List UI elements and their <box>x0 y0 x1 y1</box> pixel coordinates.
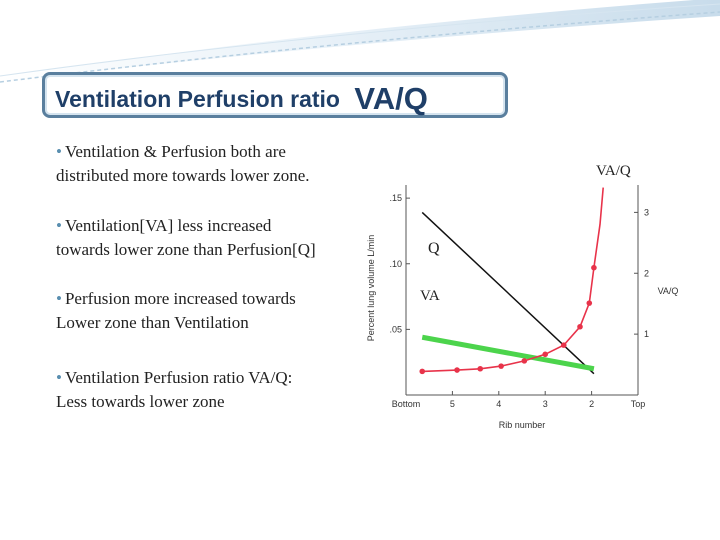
bullet-1: • Ventilation & Perfusion both are distri… <box>56 140 310 188</box>
perfusion-point <box>591 264 597 271</box>
bullet-1-line-2: distributed more towards lower zone. <box>56 166 310 185</box>
title-box <box>42 72 508 118</box>
chart-marks: Bottom 5 4 3 2 Top .05 .10 .15 1 2 3 <box>389 187 649 409</box>
bullet-4-line-1: Ventilation Perfusion ratio VA/Q: <box>64 368 293 387</box>
bullet-3-line-2: Lower zone than Ventilation <box>56 313 249 332</box>
bullet-2-line-2: towards lower zone than Perfusion[Q] <box>56 240 316 259</box>
bullet-1-line-1: Ventilation & Perfusion both are <box>64 142 286 161</box>
x-tick-label: 5 <box>450 399 455 409</box>
y-right-tick-label: 1 <box>644 329 649 339</box>
slide-title-text: Ventilation Perfusion ratio <box>55 86 340 112</box>
bullet-dot: • <box>56 289 62 308</box>
perfusion-point <box>521 358 528 364</box>
ventilation-line <box>421 334 595 372</box>
perfusion-point <box>454 367 460 373</box>
y-right-tick-label: 2 <box>644 268 649 278</box>
y-left-tick-label: .05 <box>389 324 402 334</box>
x-tick-label: 2 <box>589 399 594 409</box>
y-left-tick-label: .10 <box>389 259 402 269</box>
perfusion-point <box>577 323 583 330</box>
x-tick-label: 3 <box>543 399 548 409</box>
perfusion-point <box>498 363 504 369</box>
perfusion-point <box>477 365 484 372</box>
bullet-dot: • <box>56 142 62 161</box>
x-tick-label: Bottom <box>392 399 421 409</box>
y-axis-label: Percent lung volume L/min <box>366 235 376 342</box>
perfusion-point <box>560 342 567 348</box>
bullet-2: • Ventilation[VA] less increased towards … <box>56 214 316 262</box>
bullet-dot: • <box>56 216 62 235</box>
y-right-tick-label: 3 <box>644 207 649 217</box>
chart-background <box>358 160 682 432</box>
y-left-tick-label: .15 <box>389 193 402 203</box>
slide-title-formula: VA/Q <box>354 81 428 116</box>
right-axis-label: VA/Q <box>658 286 679 296</box>
bullet-2-line-1: Ventilation[VA] less increased <box>64 216 272 235</box>
x-tick-label: 4 <box>496 399 501 409</box>
slide-background-swoosh <box>0 0 720 83</box>
overlay-label-perfusion: Q <box>428 240 440 257</box>
bullet-dot: • <box>56 368 62 387</box>
bullet-3: • Perfusion more increased towards Lower … <box>56 287 296 335</box>
x-axis-label: Rib number <box>499 420 546 430</box>
bullet-4-line-2: Less towards lower zone <box>56 392 225 411</box>
slide-title: Ventilation Perfusion ratio VA/Q <box>55 79 428 116</box>
overlay-label-ventilation: VA <box>420 288 440 304</box>
overlay-label-ratio: VA/Q <box>596 163 631 179</box>
perfusion-point <box>419 368 426 375</box>
perfusion-point <box>586 300 593 306</box>
ventilation-perfusion-chart: Percent lung volume L/min Rib number VA/… <box>358 160 682 432</box>
bullet-4: • Ventilation Perfusion ratio VA/Q: Less … <box>56 366 292 414</box>
perfusion-curve <box>422 187 604 373</box>
x-tick-label: Top <box>631 399 646 409</box>
bullet-3-line-1: Perfusion more increased towards <box>64 289 296 308</box>
perfusion-point <box>542 351 548 358</box>
